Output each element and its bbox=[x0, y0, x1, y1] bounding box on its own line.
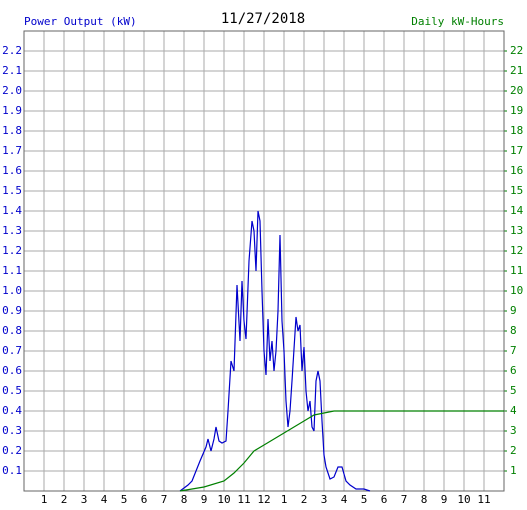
y-tick-label: 1.9 bbox=[2, 104, 22, 117]
y-tick-label: 1.0 bbox=[2, 284, 22, 297]
y2-tick-label: 2 bbox=[510, 444, 517, 457]
y-tick-label: 0.5 bbox=[2, 384, 22, 397]
y-tick-label: 0.2 bbox=[2, 444, 22, 457]
y-tick-label: 0.8 bbox=[2, 324, 22, 337]
y-axis-label: Power Output (kW) bbox=[24, 15, 137, 28]
y2-tick-label: 14 bbox=[510, 204, 524, 217]
x-tick-label: 1 bbox=[41, 493, 48, 506]
y-tick-label: 2.0 bbox=[2, 84, 22, 97]
y-tick-label: 1.8 bbox=[2, 124, 22, 137]
plot-frame bbox=[23, 30, 505, 492]
y-tick-label: 1.4 bbox=[2, 204, 22, 217]
x-tick-label: 8 bbox=[181, 493, 188, 506]
y-tick-label: 2.2 bbox=[2, 44, 22, 57]
x-tick-label: 11 bbox=[237, 493, 250, 506]
y2-tick-label: 15 bbox=[510, 184, 523, 197]
y2-tick-label: 6 bbox=[510, 364, 517, 377]
y-tick-label: 0.3 bbox=[2, 424, 22, 437]
series-line bbox=[179, 210, 371, 492]
y2-tick-label: 18 bbox=[510, 124, 523, 137]
y2-tick-label: 21 bbox=[510, 64, 523, 77]
x-tick-label: 2 bbox=[301, 493, 308, 506]
y2-tick-label: 1 bbox=[510, 464, 517, 477]
x-tick-label: 12 bbox=[257, 493, 270, 506]
x-tick-label: 8 bbox=[421, 493, 428, 506]
y-tick-label: 1.6 bbox=[2, 164, 22, 177]
y2-tick-label: 20 bbox=[510, 84, 523, 97]
x-tick-label: 10 bbox=[217, 493, 230, 506]
y2-tick-label: 7 bbox=[510, 344, 517, 357]
x-tick-label: 11 bbox=[477, 493, 490, 506]
y2-tick-label: 17 bbox=[510, 144, 523, 157]
x-tick-label: 3 bbox=[321, 493, 328, 506]
y2-axis-label: Daily kW-Hours bbox=[411, 15, 504, 28]
x-tick-label: 4 bbox=[341, 493, 348, 506]
y-tick-label: 1.1 bbox=[2, 264, 22, 277]
x-tick-label: 5 bbox=[121, 493, 128, 506]
y2-tick-label: 16 bbox=[510, 164, 523, 177]
x-tick-label: 2 bbox=[61, 493, 68, 506]
x-tick-label: 7 bbox=[161, 493, 168, 506]
x-tick-label: 7 bbox=[401, 493, 408, 506]
x-tick-label: 6 bbox=[141, 493, 148, 506]
y-tick-label: 0.4 bbox=[2, 404, 22, 417]
y2-tick-label: 10 bbox=[510, 284, 523, 297]
x-tick-label: 5 bbox=[361, 493, 368, 506]
y-tick-label: 0.6 bbox=[2, 364, 22, 377]
x-tick-label: 10 bbox=[457, 493, 470, 506]
y2-tick-label: 22 bbox=[510, 44, 523, 57]
y2-tick-label: 5 bbox=[510, 384, 517, 397]
y2-tick-label: 4 bbox=[510, 404, 517, 417]
x-tick-label: 3 bbox=[81, 493, 88, 506]
y2-tick-label: 9 bbox=[510, 304, 517, 317]
y-tick-label: 0.9 bbox=[2, 304, 22, 317]
y2-tick-label: 11 bbox=[510, 264, 523, 277]
x-tick-label: 1 bbox=[281, 493, 288, 506]
y-tick-label: 2.1 bbox=[2, 64, 22, 77]
y-tick-label: 1.5 bbox=[2, 184, 22, 197]
y2-tick-label: 8 bbox=[510, 324, 517, 337]
x-tick-label: 9 bbox=[441, 493, 448, 506]
y2-tick-label: 3 bbox=[510, 424, 517, 437]
y-tick-label: 1.3 bbox=[2, 224, 22, 237]
x-tick-label: 4 bbox=[101, 493, 108, 506]
y-tick-label: 1.2 bbox=[2, 244, 22, 257]
x-tick-label: 6 bbox=[381, 493, 388, 506]
y2-tick-label: 12 bbox=[510, 244, 523, 257]
y2-tick-label: 13 bbox=[510, 224, 523, 237]
chart-title: 11/27/2018 bbox=[221, 11, 305, 27]
y-tick-label: 0.1 bbox=[2, 464, 22, 477]
y-tick-label: 1.7 bbox=[2, 144, 22, 157]
y-tick-label: 0.7 bbox=[2, 344, 22, 357]
x-tick-label: 9 bbox=[201, 493, 208, 506]
series-line bbox=[179, 410, 504, 492]
y2-tick-label: 19 bbox=[510, 104, 523, 117]
